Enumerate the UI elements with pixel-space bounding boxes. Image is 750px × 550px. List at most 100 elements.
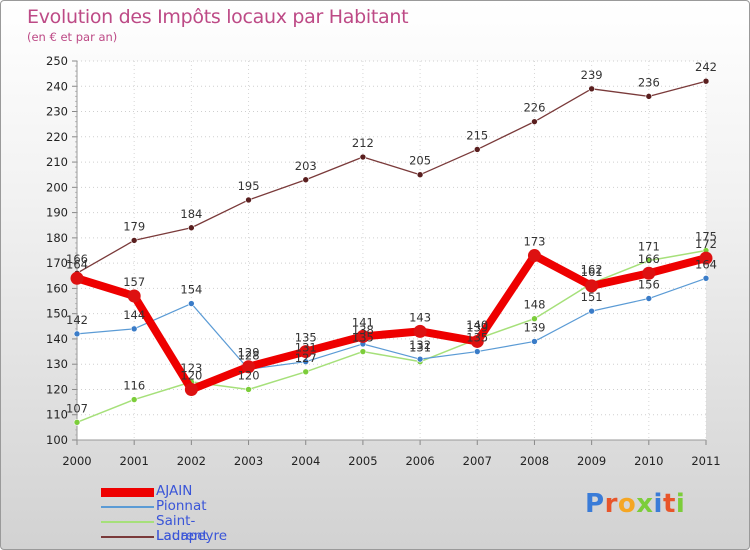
legend-label: Pionnat <box>156 498 207 514</box>
y-tick-label: 150 <box>46 307 68 321</box>
x-tick-label: 2000 <box>62 454 91 468</box>
data-label: 135 <box>466 331 488 345</box>
x-tick-label: 2004 <box>291 454 320 468</box>
y-tick-label: 110 <box>46 408 68 422</box>
data-label: 166 <box>638 252 660 266</box>
data-label: 123 <box>180 361 202 375</box>
data-label: 151 <box>581 290 603 304</box>
data-point <box>245 386 252 393</box>
data-label: 107 <box>66 401 88 415</box>
data-label: 156 <box>638 278 660 292</box>
data-label: 166 <box>66 252 88 266</box>
data-point <box>413 324 427 338</box>
x-tick-label: 2001 <box>120 454 149 468</box>
data-label: 205 <box>409 154 431 168</box>
data-label: 140 <box>466 318 488 332</box>
data-point <box>302 176 310 184</box>
data-label: 148 <box>523 298 545 312</box>
legend-swatch <box>101 506 154 508</box>
logo-letter: x <box>636 489 654 519</box>
data-label: 138 <box>352 323 374 337</box>
data-point <box>416 355 424 363</box>
data-label: 131 <box>409 341 431 355</box>
legend-swatch <box>101 521 154 523</box>
data-point <box>645 93 653 100</box>
legend-swatch <box>101 536 154 538</box>
data-point <box>527 249 541 263</box>
data-point <box>642 266 656 280</box>
data-point <box>699 251 713 265</box>
x-tick-label: 2005 <box>348 454 377 468</box>
logo-letter: o <box>617 489 637 519</box>
logo-letter: t <box>662 489 676 519</box>
proxiti-logo: Proxiti <box>585 489 685 519</box>
data-label: 195 <box>238 179 260 193</box>
data-label: 172 <box>695 237 717 251</box>
chart-subtitle: (en € et par an) <box>27 30 118 44</box>
data-label: 239 <box>581 68 603 82</box>
x-tick-label: 2010 <box>634 454 663 468</box>
data-point <box>302 368 310 376</box>
y-tick-label: 140 <box>46 332 68 346</box>
data-point <box>242 360 256 374</box>
data-label: 184 <box>180 207 202 221</box>
x-tick-label: 2003 <box>234 454 263 468</box>
y-tick-label: 220 <box>46 130 68 144</box>
data-label: 157 <box>123 275 145 289</box>
data-point <box>531 315 538 323</box>
data-label: 141 <box>352 315 374 329</box>
data-point <box>184 382 198 396</box>
data-point <box>73 330 81 338</box>
data-label: 129 <box>238 346 260 360</box>
data-point <box>645 295 653 302</box>
y-tick-label: 190 <box>46 206 68 220</box>
data-label: 154 <box>180 283 202 297</box>
data-label: 203 <box>295 159 317 173</box>
x-tick-label: 2008 <box>520 454 549 468</box>
series-line-saint-laurent <box>76 249 707 424</box>
data-point <box>130 396 138 403</box>
y-tick-label: 130 <box>46 357 68 371</box>
data-point <box>702 274 710 282</box>
data-label: 161 <box>581 265 603 279</box>
data-point <box>70 271 84 285</box>
y-tick-label: 230 <box>46 105 68 119</box>
legend-label: Ladapeyre <box>156 528 228 544</box>
legend-label: Saint-Laurent <box>156 513 208 544</box>
data-point <box>130 237 138 244</box>
data-label: 164 <box>695 257 717 271</box>
y-tick-label: 120 <box>46 382 68 396</box>
x-tick-label: 2006 <box>405 454 434 468</box>
data-label: 212 <box>352 136 374 150</box>
data-label: 143 <box>409 310 431 324</box>
chart-title: Evolution des Impôts locaux par Habitant <box>27 6 409 28</box>
data-label: 139 <box>466 320 488 334</box>
series-line-pionnat <box>76 277 707 370</box>
data-point <box>588 307 595 315</box>
data-point <box>359 153 367 161</box>
x-tick-label: 2002 <box>177 454 206 468</box>
data-label: 127 <box>295 351 317 365</box>
data-label: 171 <box>638 240 660 254</box>
data-label: 120 <box>180 368 202 382</box>
x-tick-label: 2007 <box>463 454 492 468</box>
data-label: 144 <box>123 308 145 322</box>
series-line-ajain <box>73 251 710 394</box>
data-label: 173 <box>523 235 545 249</box>
data-label: 132 <box>409 338 431 352</box>
data-label: 236 <box>638 75 660 89</box>
data-point <box>531 338 538 345</box>
data-point <box>73 419 81 426</box>
data-label: 162 <box>581 262 603 276</box>
logo-letter: P <box>585 489 605 519</box>
data-label: 128 <box>238 348 260 362</box>
data-point <box>416 171 424 178</box>
data-label: 120 <box>238 368 260 382</box>
data-label: 135 <box>295 331 317 345</box>
data-label: 116 <box>123 379 145 393</box>
data-point <box>645 257 653 264</box>
data-point <box>359 348 367 355</box>
x-tick-label: 2011 <box>691 454 720 468</box>
data-label: 135 <box>352 331 374 345</box>
